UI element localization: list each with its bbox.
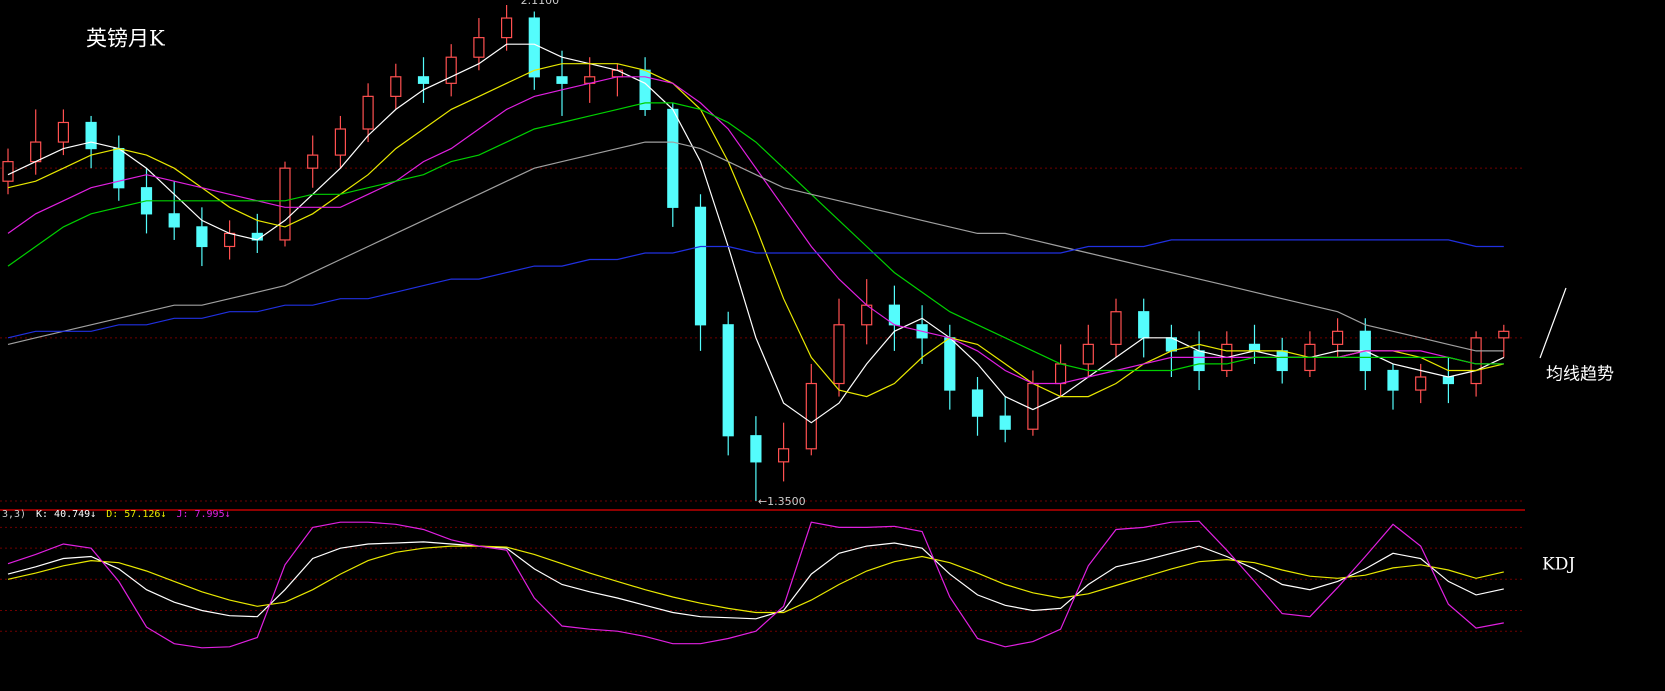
candle-body [1415, 376, 1427, 391]
candle-body [307, 154, 319, 169]
price-annotation: 2.1100 [521, 0, 560, 7]
candle-body [224, 232, 236, 248]
candle-body [833, 324, 845, 385]
candle-body [1498, 330, 1510, 339]
candle-body [1248, 343, 1261, 352]
side-note: 均线趋势 [1546, 365, 1614, 385]
candle-body [30, 141, 42, 163]
candle-body [1470, 337, 1482, 385]
price-annotation: ←1.3500 [758, 495, 806, 508]
legend-entry: D: 57.126↓ [106, 509, 166, 520]
candle-body [944, 337, 956, 391]
candle-body [1387, 369, 1399, 391]
candle-body [667, 108, 679, 208]
candle-body [971, 389, 984, 417]
kdj-line [7, 541, 1504, 620]
candle-body [57, 121, 70, 143]
candle-body [556, 76, 568, 84]
candle-body [334, 128, 346, 156]
candle-body [390, 76, 402, 97]
ma-line [7, 239, 1504, 339]
candle-body [1027, 382, 1039, 430]
candle-body [1054, 363, 1067, 385]
candle-body [196, 226, 208, 248]
legend-entry: K: 40.749↓ [36, 509, 96, 520]
candle-body [417, 76, 430, 84]
candle-body [1138, 311, 1150, 339]
kdj-line [7, 520, 1504, 649]
candle-body [279, 167, 291, 241]
side-note: KDJ [1542, 555, 1575, 575]
candle-body [362, 95, 374, 130]
candle-body [805, 382, 817, 450]
candle-body [445, 56, 457, 84]
candle-body [750, 435, 762, 463]
ma-line [7, 102, 1504, 372]
candle-body [1442, 376, 1455, 385]
kdj-params: 3,3) [2, 509, 26, 520]
candle-body [1082, 343, 1094, 365]
candle-body [999, 415, 1011, 430]
candle-body [168, 213, 180, 228]
candle-body [1110, 311, 1122, 345]
legend-entry: J: 7.995↓ [176, 509, 230, 520]
candle-body [501, 17, 513, 39]
trend-arrow [1539, 287, 1567, 359]
candle-body [1193, 350, 1205, 372]
candle-body [694, 206, 707, 326]
ma-line [7, 141, 1504, 352]
candle-body [722, 324, 734, 437]
kdj-line [7, 545, 1504, 614]
chart-title: 英镑月K [86, 27, 165, 51]
candle-body [85, 121, 97, 150]
candle-body [2, 161, 14, 182]
candle-body [611, 69, 624, 78]
candle-body [777, 448, 790, 463]
candle-body [1331, 330, 1344, 345]
ma-line [7, 63, 1504, 398]
candle-body [528, 17, 540, 78]
candle-body [473, 37, 485, 58]
candle-body [1276, 350, 1288, 372]
